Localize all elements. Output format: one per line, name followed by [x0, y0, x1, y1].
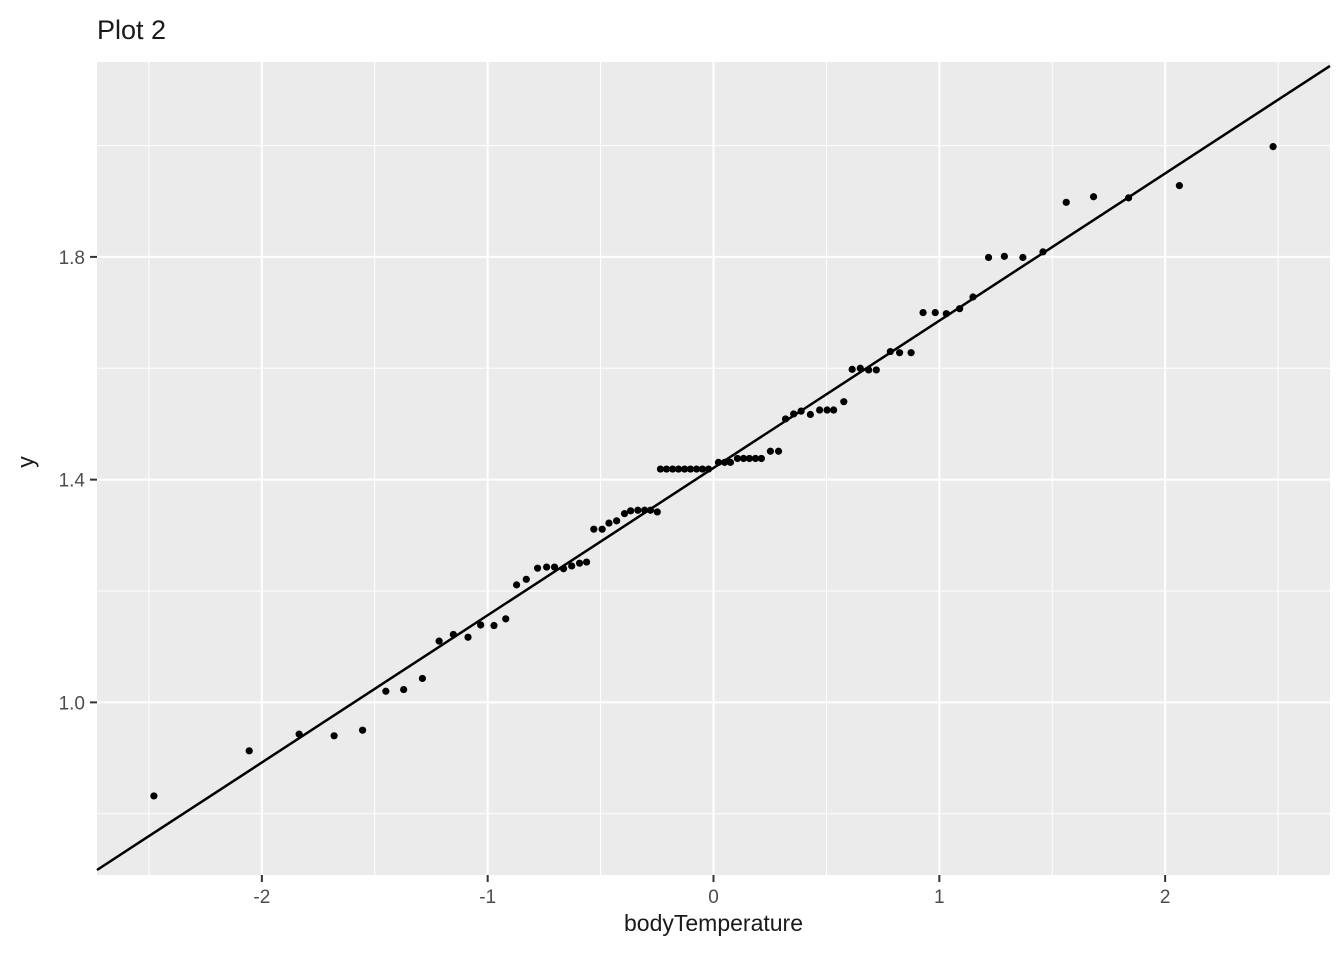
data-point	[669, 465, 677, 473]
data-point	[848, 365, 856, 373]
data-point	[692, 465, 701, 473]
data-point	[720, 458, 729, 466]
data-point	[790, 410, 798, 418]
data-point	[766, 447, 775, 455]
y-tick-label: 1.4	[59, 471, 86, 492]
data-point	[942, 310, 950, 318]
data-point	[895, 349, 904, 357]
data-point	[568, 562, 576, 570]
x-tick-label: -1	[479, 887, 496, 908]
data-point	[733, 454, 742, 463]
data-point	[382, 687, 390, 695]
data-point	[886, 347, 894, 356]
data-point	[662, 465, 671, 473]
data-point	[680, 465, 689, 473]
data-point	[797, 407, 805, 415]
data-point	[590, 525, 598, 533]
data-point	[739, 454, 748, 463]
data-point	[605, 519, 613, 527]
reference-line	[96, 64, 1331, 872]
data-point	[781, 415, 790, 423]
data-point	[575, 559, 584, 567]
data-point	[641, 506, 649, 514]
plot-title: Plot 2	[97, 15, 167, 45]
data-point	[816, 406, 824, 414]
data-point	[865, 366, 873, 374]
data-point	[956, 305, 964, 313]
data-point	[477, 621, 485, 629]
data-point	[295, 730, 303, 738]
data-point	[714, 458, 723, 466]
data-point	[984, 253, 993, 262]
y-tick-label: 1.8	[59, 248, 85, 269]
data-point	[418, 674, 427, 683]
x-tick-label: -2	[253, 887, 270, 908]
data-point	[653, 508, 661, 516]
data-point	[1089, 193, 1098, 201]
x-tick-label: 0	[708, 887, 719, 908]
data-point	[1039, 248, 1047, 256]
data-point	[656, 465, 665, 473]
data-point	[464, 633, 472, 641]
data-point	[435, 637, 443, 645]
data-point	[550, 563, 559, 571]
data-point	[1124, 194, 1133, 202]
data-point	[646, 506, 655, 514]
data-point	[806, 410, 814, 419]
data-point	[490, 621, 498, 630]
x-tick-label: 1	[934, 887, 945, 908]
data-point	[745, 454, 754, 463]
data-point	[907, 349, 915, 357]
data-point	[931, 308, 939, 317]
data-point	[613, 517, 621, 525]
data-point	[840, 398, 848, 406]
data-point	[757, 454, 765, 463]
data-point	[627, 507, 635, 515]
data-point	[245, 747, 253, 755]
data-point	[726, 458, 735, 466]
data-point	[330, 732, 338, 740]
x-tick-label: 2	[1160, 887, 1171, 908]
data-point	[751, 454, 760, 463]
data-point	[774, 447, 783, 455]
data-point	[1019, 253, 1027, 262]
data-point	[1175, 182, 1183, 190]
data-point	[919, 308, 927, 317]
data-point	[358, 726, 367, 734]
x-axis-title: bodyTemperature	[624, 910, 803, 936]
data-point	[686, 465, 695, 473]
data-point	[1000, 252, 1008, 260]
data-point	[582, 558, 591, 566]
data-point	[502, 615, 510, 623]
data-point	[620, 510, 629, 518]
data-point	[856, 364, 864, 372]
data-point	[522, 575, 530, 583]
data-point	[698, 465, 707, 473]
data-point	[872, 366, 880, 374]
data-point	[598, 525, 606, 533]
data-point	[823, 406, 831, 414]
data-point	[400, 685, 408, 694]
data-point	[543, 563, 551, 571]
data-point	[512, 581, 521, 589]
data-point	[449, 630, 457, 639]
y-axis-title: y	[12, 456, 39, 468]
data-point	[830, 406, 838, 414]
data-point	[533, 564, 542, 572]
data-point	[150, 792, 158, 800]
data-point	[1062, 198, 1070, 206]
y-tick-label: 1.0	[59, 693, 85, 714]
data-point	[634, 506, 642, 514]
data-point	[1269, 143, 1277, 151]
data-point	[674, 465, 683, 473]
data-point	[704, 465, 713, 473]
data-point	[969, 293, 977, 301]
data-point	[559, 565, 568, 573]
